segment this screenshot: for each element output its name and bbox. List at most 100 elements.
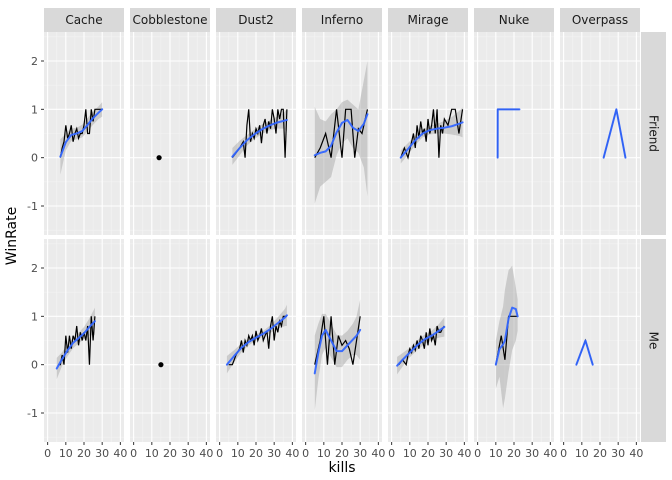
panel-friend-overpass <box>560 32 640 235</box>
strip-col-mirage: Mirage <box>388 8 468 32</box>
panel-friend-cobblestone <box>130 32 210 235</box>
strip-label: Me <box>647 332 661 350</box>
x-tick-label: 0 <box>216 447 223 460</box>
x-tick-label: 40 <box>457 447 471 460</box>
strip-label: Overpass <box>572 13 628 27</box>
x-tick-label: 40 <box>629 447 643 460</box>
strip-bg <box>302 8 382 32</box>
y-axis-title: WinRate <box>4 207 20 265</box>
x-tick-label: 30 <box>439 447 453 460</box>
strip-label: Cobblestone <box>133 13 208 27</box>
panel-me-mirage <box>388 239 468 442</box>
y-tick-label: 0 <box>31 359 38 372</box>
x-tick-label: 0 <box>302 447 309 460</box>
panel-friend-inferno <box>302 32 382 235</box>
x-tick-label: 20 <box>421 447 435 460</box>
x-tick-label: 30 <box>525 447 539 460</box>
strip-bg <box>560 8 640 32</box>
x-tick-label: 30 <box>95 447 109 460</box>
x-tick-label: 40 <box>543 447 557 460</box>
x-tick-label: 0 <box>474 447 481 460</box>
strip-row-friend: Friend <box>641 32 666 235</box>
strip-label: Friend <box>647 115 661 152</box>
x-tick-label: 30 <box>353 447 367 460</box>
x-tick-label: 0 <box>130 447 137 460</box>
panel-friend-cache <box>44 32 124 235</box>
x-tick-label: 10 <box>317 447 331 460</box>
observed-winrate-line <box>398 325 445 367</box>
x-tick-label: 40 <box>113 447 127 460</box>
y-tick-label: 1 <box>31 103 38 116</box>
confidence-band <box>314 61 368 204</box>
x-tick-label: 0 <box>44 447 51 460</box>
panel-friend-nuke <box>474 32 554 235</box>
confidence-band <box>400 107 463 164</box>
smoothed-trend-line <box>225 314 288 366</box>
observed-winrate-line <box>59 108 103 158</box>
strip-label: Dust2 <box>238 13 273 27</box>
x-tick-label: 40 <box>371 447 385 460</box>
strip-bg <box>474 8 554 32</box>
strip-col-dust2: Dust2 <box>216 8 296 32</box>
strip-bg <box>216 8 296 32</box>
confidence-band <box>397 317 445 375</box>
x-tick-label: 30 <box>611 447 625 460</box>
x-tick-label: 10 <box>489 447 503 460</box>
panel-friend-mirage <box>388 32 468 235</box>
strip-bg <box>44 8 124 32</box>
y-tick-label: 1 <box>31 310 38 323</box>
observed-winrate-line <box>314 316 361 365</box>
smoothed-trend-line <box>494 306 519 366</box>
x-tick-label: 10 <box>59 447 73 460</box>
confidence-band <box>226 304 287 374</box>
x-tick-label: 10 <box>403 447 417 460</box>
panel-me-inferno <box>302 239 382 442</box>
x-tick-label: 10 <box>575 447 589 460</box>
x-tick-label: 10 <box>231 447 245 460</box>
strip-col-nuke: Nuke <box>474 8 554 32</box>
smoothed-trend-line <box>231 118 288 158</box>
facet-panels <box>44 32 640 442</box>
strip-col-cache: Cache <box>44 8 124 32</box>
x-tick-label: 10 <box>145 447 159 460</box>
strip-row-me: Me <box>641 239 666 442</box>
strip-label: Inferno <box>321 13 363 27</box>
smoothed-trend-line <box>399 121 464 159</box>
x-tick-label: 20 <box>163 447 177 460</box>
data-point <box>158 362 164 368</box>
smoothed-trend-line <box>313 113 369 157</box>
strip-label: Mirage <box>408 13 449 27</box>
x-axis-title: kills <box>328 460 355 476</box>
smoothed-trend-line <box>602 108 627 159</box>
strip-col-overpass: Overpass <box>560 8 640 32</box>
panel-me-dust2 <box>216 239 296 442</box>
strip-col-inferno: Inferno <box>302 8 382 32</box>
x-tick-label: 20 <box>335 447 349 460</box>
strip-bg <box>641 239 666 442</box>
y-tick-label: -1 <box>27 407 38 420</box>
x-tick-label: 20 <box>249 447 263 460</box>
x-tick-label: 20 <box>507 447 521 460</box>
y-tick-label: 2 <box>31 262 38 275</box>
panel-me-nuke <box>474 239 554 442</box>
x-tick-label: 30 <box>181 447 195 460</box>
x-tick-label: 40 <box>199 447 213 460</box>
observed-winrate-line <box>495 315 518 365</box>
strip-col-cobblestone: Cobblestone <box>130 8 210 32</box>
smoothed-trend-line <box>313 328 362 375</box>
y-tick-label: 0 <box>31 152 38 165</box>
panel-me-cobblestone <box>130 239 210 442</box>
panel-me-overpass <box>560 239 640 442</box>
panel-friend-dust2 <box>216 32 296 235</box>
facet-strips: Cache Cobblestone Dust2 Inferno Mirage Nuke Ov… <box>44 8 666 442</box>
strip-label: Nuke <box>499 13 530 27</box>
strip-bg <box>641 32 666 235</box>
smoothed-trend-line <box>59 108 104 158</box>
confidence-band <box>314 299 361 411</box>
smoothed-trend-line <box>396 325 446 367</box>
y-tick-label: 2 <box>31 55 38 68</box>
strip-bg <box>130 8 210 32</box>
x-tick-label: 0 <box>388 447 395 460</box>
